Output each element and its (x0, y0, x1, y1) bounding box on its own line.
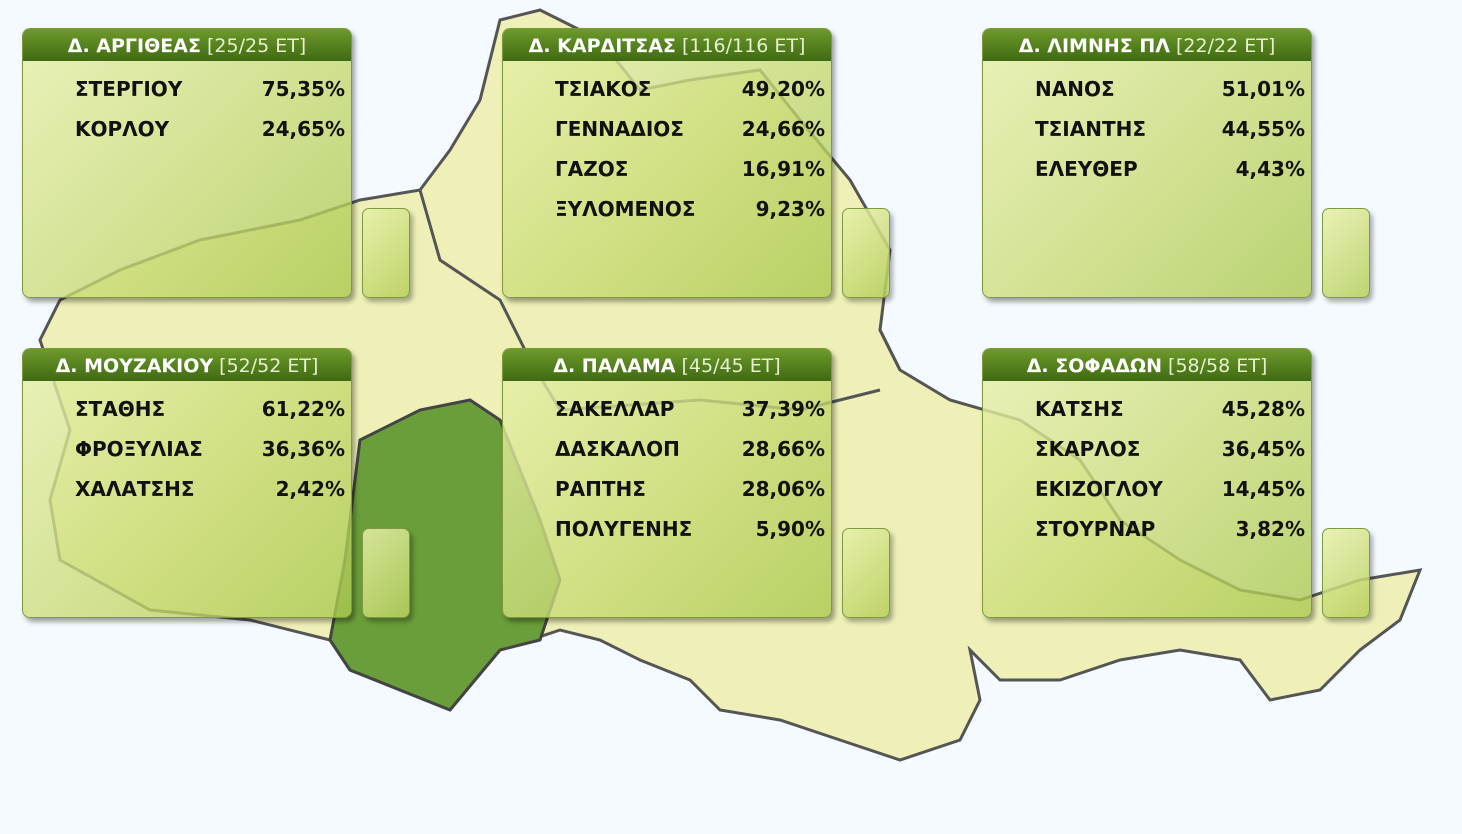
side-tab (1322, 208, 1370, 298)
result-row: ΕΛΕΥΘΕΡ 4,43% (1035, 154, 1305, 184)
candidate-percent: 49,20% (741, 77, 825, 101)
candidate-name: ΓΑΖΟΣ (555, 157, 629, 181)
panel-title: Δ. ΛΙΜΝΗΣ ΠΛ (1018, 35, 1170, 57)
candidate-name: ΦΡΟΞΥΛΙΑΣ (75, 437, 203, 461)
candidate-name: ΚΑΤΣΗΣ (1035, 397, 1124, 421)
result-row: ΚΟΡΛΟΥ 24,65% (75, 114, 345, 144)
candidate-percent: 28,06% (741, 477, 825, 501)
candidate-percent: 16,91% (741, 157, 825, 181)
candidate-percent: 3,82% (1235, 517, 1305, 541)
candidate-name: ΤΣΙΑΚΟΣ (555, 77, 652, 101)
panel-count: [52/52 ΕΤ] (219, 355, 319, 377)
candidate-name: ΚΟΡΛΟΥ (75, 117, 170, 141)
candidate-name: ΣΤΕΡΓΙΟΥ (75, 77, 183, 101)
panel-header: Δ. ΚΑΡΔΙΤΣΑΣ [116/116 ΕΤ] (503, 29, 831, 61)
result-row: ΓΑΖΟΣ 16,91% (555, 154, 825, 184)
candidate-percent: 24,66% (741, 117, 825, 141)
candidate-percent: 5,90% (755, 517, 825, 541)
candidate-percent: 44,55% (1221, 117, 1305, 141)
panel-title: Δ. ΚΑΡΔΙΤΣΑΣ (528, 35, 676, 57)
candidate-name: ΣΤΑΘΗΣ (75, 397, 166, 421)
side-tab (842, 208, 890, 298)
panel-title: Δ. ΠΑΛΑΜΑ (553, 355, 676, 377)
result-panel: Δ. ΑΡΓΙΘΕΑΣ [25/25 ΕΤ] ΣΤΕΡΓΙΟΥ 75,35% ΚΟΡΛ… (22, 28, 352, 298)
candidate-percent: 9,23% (755, 197, 825, 221)
candidate-percent: 24,65% (261, 117, 345, 141)
candidate-name: ΕΚΙΖΟΓΛΟΥ (1035, 477, 1163, 501)
candidate-percent: 36,36% (261, 437, 345, 461)
result-row: ΕΚΙΖΟΓΛΟΥ 14,45% (1035, 474, 1305, 504)
result-panel: Δ. ΚΑΡΔΙΤΣΑΣ [116/116 ΕΤ] ΤΣΙΑΚΟΣ 49,20% ΓΕ… (502, 28, 832, 298)
result-row: ΣΑΚΕΛΛΑΡ 37,39% (555, 394, 825, 424)
candidate-name: ΣΑΚΕΛΛΑΡ (555, 397, 675, 421)
side-tab (842, 528, 890, 618)
candidate-percent: 37,39% (741, 397, 825, 421)
candidate-percent: 4,43% (1235, 157, 1305, 181)
candidate-percent: 51,01% (1221, 77, 1305, 101)
candidate-name: ΔΑΣΚΑΛΟΠ (555, 437, 680, 461)
candidate-percent: 28,66% (741, 437, 825, 461)
result-panel: Δ. ΛΙΜΝΗΣ ΠΛ [22/22 ΕΤ] ΝΑΝΟΣ 51,01% ΤΣΙΑΝΤ… (982, 28, 1312, 298)
result-panel: Δ. ΜΟΥΖΑΚΙΟΥ [52/52 ΕΤ] ΣΤΑΘΗΣ 61,22% ΦΡΟΞΥ… (22, 348, 352, 618)
candidate-percent: 14,45% (1221, 477, 1305, 501)
result-row: ΓΕΝΝΑΔΙΟΣ 24,66% (555, 114, 825, 144)
candidate-name: ΓΕΝΝΑΔΙΟΣ (555, 117, 684, 141)
candidate-name: ΤΣΙΑΝΤΗΣ (1035, 117, 1147, 141)
result-row: ΦΡΟΞΥΛΙΑΣ 36,36% (75, 434, 345, 464)
panel-title: Δ. ΑΡΓΙΘΕΑΣ (67, 35, 201, 57)
candidate-percent: 2,42% (275, 477, 345, 501)
panel-header: Δ. ΑΡΓΙΘΕΑΣ [25/25 ΕΤ] (23, 29, 351, 61)
candidate-name: ΡΑΠΤΗΣ (555, 477, 646, 501)
panel-count: [45/45 ΕΤ] (681, 355, 781, 377)
candidate-name: ΧΑΛΑΤΣΗΣ (75, 477, 195, 501)
panel-header: Δ. ΛΙΜΝΗΣ ΠΛ [22/22 ΕΤ] (983, 29, 1311, 61)
result-row: ΔΑΣΚΑΛΟΠ 28,66% (555, 434, 825, 464)
candidate-name: ΣΚΑΡΛΟΣ (1035, 437, 1141, 461)
panel-title: Δ. ΜΟΥΖΑΚΙΟΥ (55, 355, 214, 377)
result-row: ΡΑΠΤΗΣ 28,06% (555, 474, 825, 504)
side-tab (1322, 528, 1370, 618)
result-row: ΧΑΛΑΤΣΗΣ 2,42% (75, 474, 345, 504)
result-row: ΣΚΑΡΛΟΣ 36,45% (1035, 434, 1305, 464)
candidate-name: ΞΥΛΟΜΕΝΟΣ (555, 197, 696, 221)
candidate-percent: 45,28% (1221, 397, 1305, 421)
result-row: ΣΤΑΘΗΣ 61,22% (75, 394, 345, 424)
panel-count: [116/116 ΕΤ] (681, 35, 806, 57)
result-row: ΝΑΝΟΣ 51,01% (1035, 74, 1305, 104)
panel-count: [58/58 ΕΤ] (1168, 355, 1268, 377)
candidate-name: ΣΤΟΥΡΝΑΡ (1035, 517, 1156, 541)
result-row: ΣΤΕΡΓΙΟΥ 75,35% (75, 74, 345, 104)
candidate-percent: 75,35% (261, 77, 345, 101)
result-row: ΣΤΟΥΡΝΑΡ 3,82% (1035, 514, 1305, 544)
panel-header: Δ. ΣΟΦΑΔΩΝ [58/58 ΕΤ] (983, 349, 1311, 381)
panel-count: [25/25 ΕΤ] (206, 35, 307, 57)
result-panel: Δ. ΠΑΛΑΜΑ [45/45 ΕΤ] ΣΑΚΕΛΛΑΡ 37,39% ΔΑΣΚΑΛ… (502, 348, 832, 618)
side-tab (362, 528, 410, 618)
result-row: ΞΥΛΟΜΕΝΟΣ 9,23% (555, 194, 825, 224)
panel-title: Δ. ΣΟΦΑΔΩΝ (1026, 355, 1162, 377)
panel-count: [22/22 ΕΤ] (1176, 35, 1276, 57)
panel-header: Δ. ΠΑΛΑΜΑ [45/45 ΕΤ] (503, 349, 831, 381)
candidate-name: ΕΛΕΥΘΕΡ (1035, 157, 1138, 181)
result-row: ΤΣΙΑΝΤΗΣ 44,55% (1035, 114, 1305, 144)
panel-header: Δ. ΜΟΥΖΑΚΙΟΥ [52/52 ΕΤ] (23, 349, 351, 381)
result-row: ΚΑΤΣΗΣ 45,28% (1035, 394, 1305, 424)
candidate-percent: 61,22% (261, 397, 345, 421)
result-panel: Δ. ΣΟΦΑΔΩΝ [58/58 ΕΤ] ΚΑΤΣΗΣ 45,28% ΣΚΑΡΛΟΣ… (982, 348, 1312, 618)
side-tab (362, 208, 410, 298)
result-row: ΠΟΛΥΓΕΝΗΣ 5,90% (555, 514, 825, 544)
candidate-name: ΠΟΛΥΓΕΝΗΣ (555, 517, 693, 541)
result-row: ΤΣΙΑΚΟΣ 49,20% (555, 74, 825, 104)
candidate-name: ΝΑΝΟΣ (1035, 77, 1115, 101)
candidate-percent: 36,45% (1221, 437, 1305, 461)
